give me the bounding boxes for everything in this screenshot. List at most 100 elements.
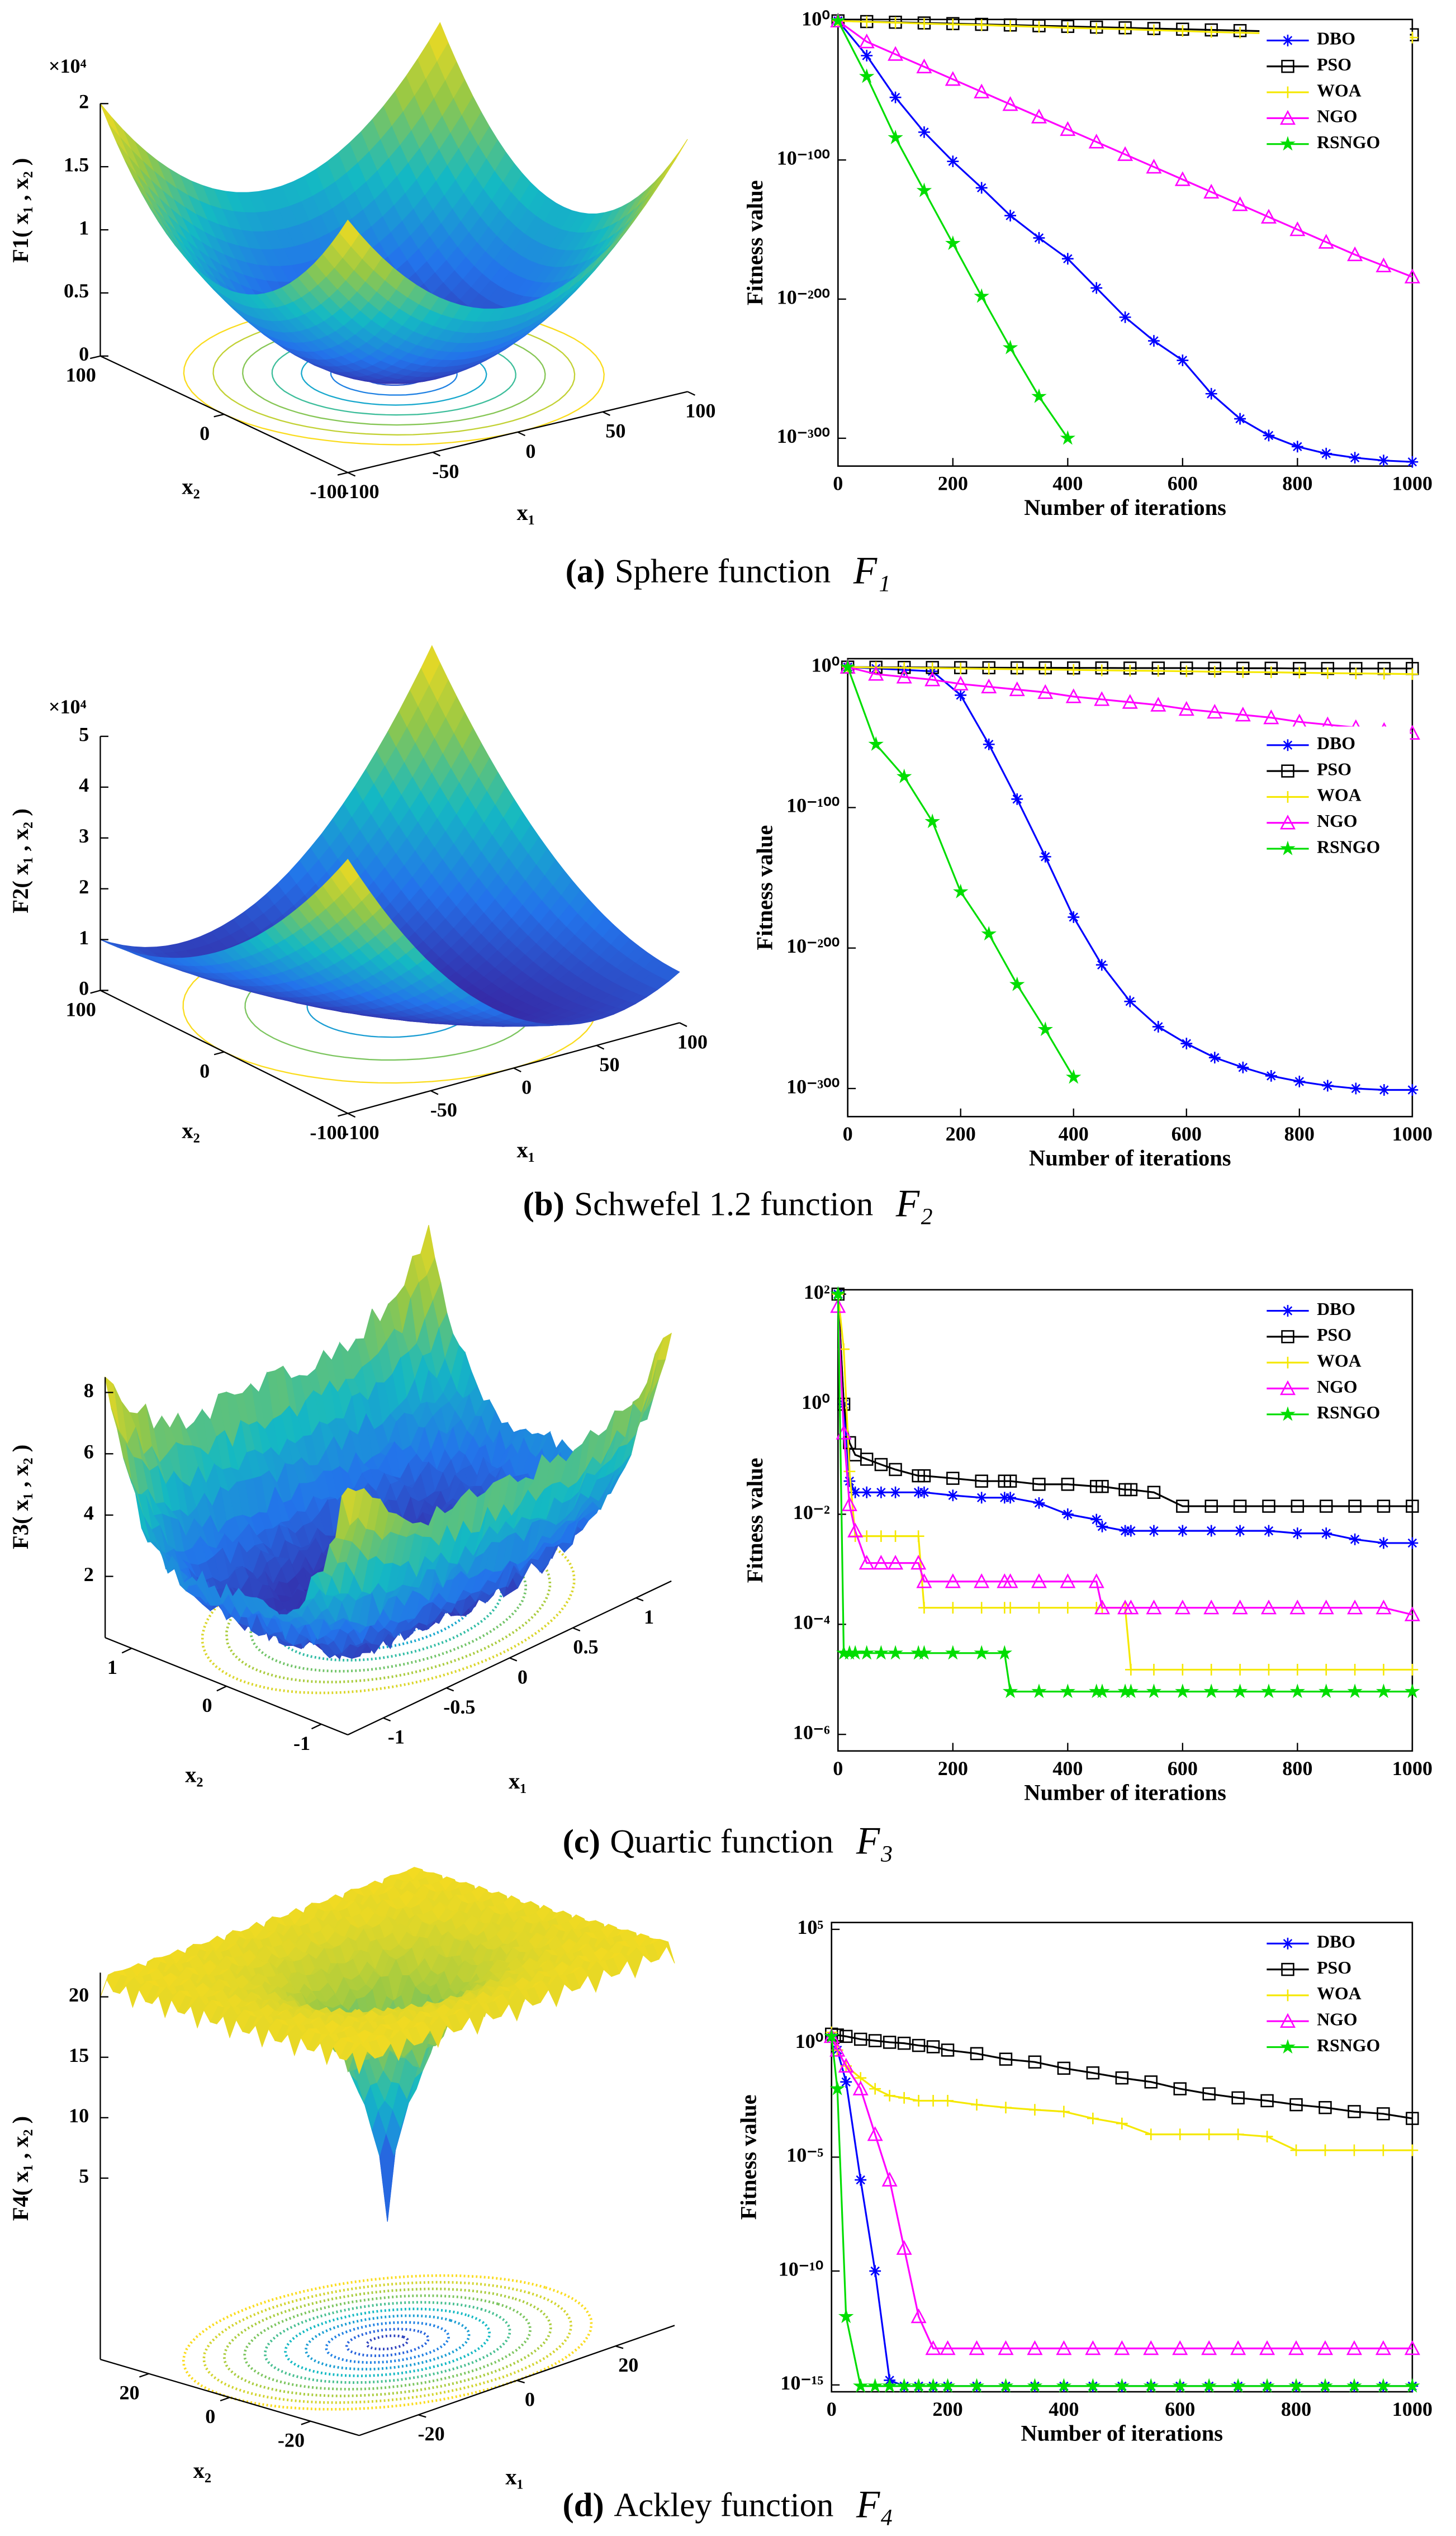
- legend-label: NGO: [1317, 811, 1358, 831]
- z-tick-label: 3: [79, 825, 89, 847]
- x-axis-label: Number of iterations: [1029, 1146, 1231, 1171]
- x-tick-label: 1000: [1392, 1123, 1433, 1145]
- y-tick-label: 0: [200, 422, 210, 444]
- legend-label: DBO: [1317, 29, 1355, 49]
- x-axis-label: Number of iterations: [1024, 495, 1226, 520]
- legend-label: DBO: [1317, 734, 1355, 753]
- x-tick-label: -50: [432, 460, 459, 482]
- legend-label: NGO: [1317, 107, 1358, 126]
- z-tick-label: 0.5: [64, 280, 89, 302]
- x-tick-label: 0: [833, 1757, 843, 1780]
- x-tick-label: 0: [843, 1123, 853, 1145]
- z-axis-label: F2( x₁ , x₂ ): [8, 808, 33, 913]
- x-tick-label: -50: [430, 1099, 457, 1121]
- y-axis-label: x₂: [182, 1118, 200, 1143]
- y-tick-label: 10⁰: [801, 1391, 830, 1413]
- x-tick-label: 0: [525, 440, 535, 462]
- x-tick-label: 600: [1168, 472, 1198, 495]
- x-tick-label: 100: [677, 1030, 708, 1053]
- y-axis-label: x₂: [185, 1762, 203, 1787]
- y-tick-label: 10⁻³⁰⁰: [777, 425, 830, 447]
- x-tick-label: -100: [342, 480, 379, 503]
- y-tick-label: 100: [66, 998, 96, 1020]
- y-tick-label: 10⁻⁶: [793, 1721, 830, 1744]
- x-tick-label: 600: [1172, 1123, 1202, 1145]
- x-tick-label: 400: [1059, 1123, 1089, 1145]
- x-tick-label: 0.5: [573, 1636, 598, 1658]
- x-tick-label: 200: [946, 1123, 976, 1145]
- z-tick-label: 8: [84, 1379, 94, 1402]
- x-tick-label: 1000: [1392, 472, 1433, 495]
- legend-label: DBO: [1317, 1299, 1355, 1319]
- y-tick-label: 10⁻²: [793, 1501, 830, 1524]
- x-tick-label: 100: [685, 399, 715, 422]
- x-axis-label: x₁: [509, 1768, 527, 1794]
- x-tick-label: 1000: [1392, 1757, 1433, 1780]
- x-tick-label: 600: [1168, 1757, 1198, 1780]
- y-tick-label: 0: [202, 1694, 212, 1716]
- legend-label: RSNGO: [1317, 1403, 1380, 1422]
- y-axis-label: Fitness value: [752, 825, 777, 950]
- y-tick-label: 0: [200, 1059, 210, 1082]
- z-tick-label: 6: [84, 1441, 94, 1463]
- legend-label: WOA: [1317, 786, 1362, 805]
- z-tick-label: 2: [79, 876, 89, 898]
- x-tick-label: 800: [1284, 1123, 1315, 1145]
- x-tick-label: 200: [938, 1757, 968, 1780]
- x-tick-label: 1: [644, 1606, 654, 1628]
- z-axis-label: F1( x₁ , x₂ ): [8, 158, 33, 263]
- y-tick-label: -100: [310, 480, 347, 503]
- z-tick-label: 4: [79, 774, 89, 796]
- x-tick-label: 0: [521, 1076, 532, 1098]
- legend-label: WOA: [1317, 1351, 1362, 1370]
- y-tick-label: 100: [66, 364, 96, 386]
- z-scale-label: ×10⁴: [49, 55, 87, 77]
- legend-label: PSO: [1317, 55, 1351, 74]
- z-tick-label: 2: [79, 91, 89, 113]
- x-tick-label: -0.5: [443, 1696, 475, 1718]
- x-tick-label: 0: [518, 1666, 528, 1688]
- z-tick-label: 4: [84, 1502, 94, 1524]
- y-axis-label: Fitness value: [742, 1458, 767, 1583]
- z-tick-label: 1: [79, 216, 89, 239]
- z-scale-label: ×10⁴: [49, 695, 87, 718]
- legend-label: NGO: [1317, 1377, 1358, 1397]
- x-tick-label: -100: [342, 1121, 379, 1143]
- legend-label: PSO: [1317, 1325, 1351, 1345]
- z-axis-label: F3( x₁ , x₂ ): [8, 1445, 33, 1549]
- x-axis-label: x₁: [516, 500, 534, 525]
- x-tick-label: 800: [1282, 1757, 1312, 1780]
- z-tick-label: 1: [79, 926, 89, 949]
- y-tick-label: 10⁻²⁰⁰: [786, 935, 840, 957]
- y-tick-label: 10⁰: [801, 8, 830, 30]
- y-tick-label: 10²: [804, 1281, 830, 1303]
- legend-label: WOA: [1317, 81, 1362, 100]
- y-tick-label: 1: [107, 1656, 117, 1678]
- y-tick-label: 10⁻²⁰⁰: [777, 286, 830, 308]
- x-tick-label: 50: [599, 1053, 619, 1076]
- z-tick-label: 0: [79, 343, 89, 365]
- x-tick-label: 50: [605, 420, 625, 442]
- data-point: [1068, 911, 1080, 923]
- y-tick-label: -100: [310, 1121, 347, 1143]
- y-tick-label: -1: [293, 1732, 310, 1754]
- y-tick-label: 10⁻⁴: [793, 1611, 830, 1634]
- x-tick-label: 0: [833, 472, 843, 495]
- x-axis-label: x₁: [516, 1137, 534, 1162]
- legend-label: RSNGO: [1317, 133, 1380, 152]
- y-tick-label: 10⁻¹⁰⁰: [786, 794, 840, 817]
- z-tick-label: 5: [79, 723, 89, 745]
- x-tick-label: 400: [1052, 472, 1083, 495]
- x-tick-label: 200: [938, 472, 968, 495]
- x-axis-label: Number of iterations: [1024, 1780, 1226, 1805]
- x-tick-label: -1: [388, 1726, 405, 1748]
- y-axis-label: Fitness value: [742, 180, 767, 305]
- x-tick-label: 800: [1282, 472, 1312, 495]
- legend-label: RSNGO: [1317, 837, 1380, 857]
- z-tick-label: 0: [79, 977, 89, 1000]
- x-tick-label: 400: [1052, 1757, 1083, 1780]
- y-tick-label: 10⁰: [812, 654, 840, 676]
